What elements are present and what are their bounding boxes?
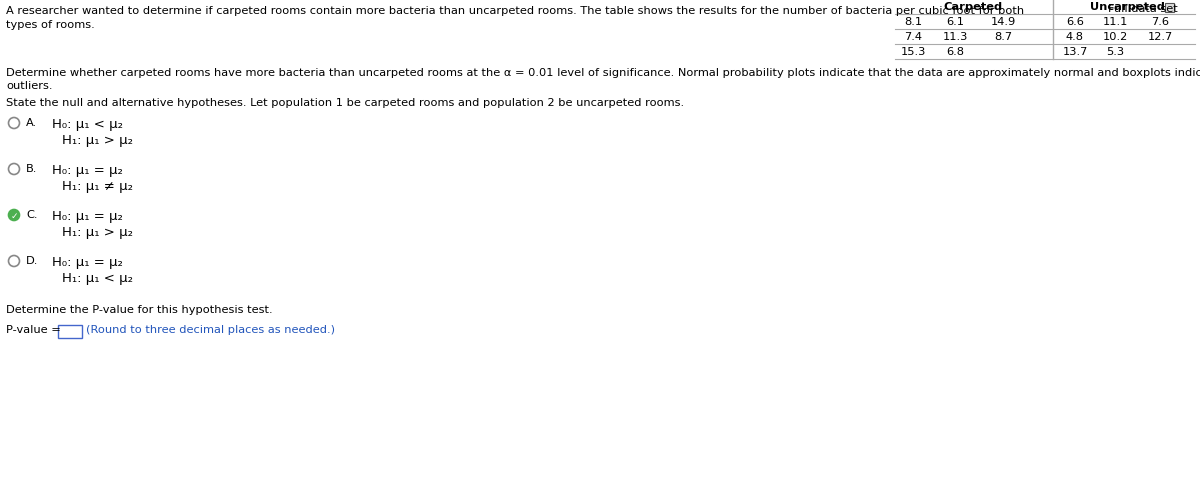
Text: 12.7: 12.7	[1147, 32, 1172, 42]
Text: H₁: μ₁ < μ₂: H₁: μ₁ < μ₂	[62, 271, 133, 285]
Text: H₁: μ₁ > μ₂: H₁: μ₁ > μ₂	[62, 226, 133, 239]
Text: 15.3: 15.3	[900, 47, 925, 57]
Text: 6.6: 6.6	[1066, 17, 1084, 27]
Text: 7.4: 7.4	[904, 32, 922, 42]
Text: 6.1: 6.1	[946, 17, 964, 27]
Text: 10.2: 10.2	[1103, 32, 1128, 42]
Text: 8.1: 8.1	[904, 17, 922, 27]
Text: 14.9: 14.9	[990, 17, 1015, 27]
Text: 13.7: 13.7	[1062, 47, 1087, 57]
Text: 4.8: 4.8	[1066, 32, 1084, 42]
Text: Determine whether carpeted rooms have more bacteria than uncarpeted rooms at the: Determine whether carpeted rooms have mo…	[6, 68, 1200, 78]
Text: A researcher wanted to determine if carpeted rooms contain more bacteria than un: A researcher wanted to determine if carp…	[6, 6, 1024, 16]
Text: 6.8: 6.8	[946, 47, 964, 57]
Text: Uncarpeted: Uncarpeted	[1090, 2, 1165, 12]
Text: H₀: μ₁ = μ₂: H₀: μ₁ = μ₂	[52, 210, 122, 223]
Circle shape	[8, 210, 19, 221]
Text: 7.6: 7.6	[1151, 17, 1169, 27]
Text: H₁: μ₁ > μ₂: H₁: μ₁ > μ₂	[62, 134, 133, 147]
Text: 5.3: 5.3	[1106, 47, 1124, 57]
Text: 8.7: 8.7	[994, 32, 1012, 42]
Text: Full data set: Full data set	[1108, 4, 1177, 14]
Text: 11.1: 11.1	[1103, 17, 1128, 27]
Text: (Round to three decimal places as needed.): (Round to three decimal places as needed…	[86, 324, 335, 334]
Text: 11.3: 11.3	[942, 32, 967, 42]
FancyBboxPatch shape	[1165, 4, 1174, 13]
Text: ✓: ✓	[11, 211, 18, 220]
Text: P-value =: P-value =	[6, 324, 61, 334]
Text: outliers.: outliers.	[6, 81, 53, 91]
Text: types of rooms.: types of rooms.	[6, 20, 95, 30]
Text: B.: B.	[26, 164, 37, 174]
Text: Carpeted: Carpeted	[943, 2, 1002, 12]
Text: D.: D.	[26, 255, 38, 265]
Text: A.: A.	[26, 118, 37, 128]
Text: H₀: μ₁ < μ₂: H₀: μ₁ < μ₂	[52, 118, 124, 131]
Text: Determine the P-value for this hypothesis test.: Determine the P-value for this hypothesi…	[6, 304, 272, 314]
FancyBboxPatch shape	[58, 325, 82, 338]
Text: H₀: μ₁ = μ₂: H₀: μ₁ = μ₂	[52, 164, 122, 177]
Text: H₀: μ₁ = μ₂: H₀: μ₁ = μ₂	[52, 255, 122, 268]
Text: H₁: μ₁ ≠ μ₂: H₁: μ₁ ≠ μ₂	[62, 180, 133, 192]
Text: C.: C.	[26, 210, 37, 219]
Text: State the null and alternative hypotheses. Let population 1 be carpeted rooms an: State the null and alternative hypothese…	[6, 98, 684, 108]
